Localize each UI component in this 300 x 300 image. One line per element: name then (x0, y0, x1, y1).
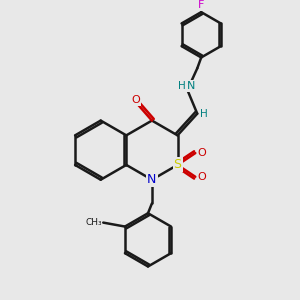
Text: S: S (173, 158, 181, 171)
Text: N: N (147, 173, 157, 186)
Text: N: N (187, 81, 196, 91)
Text: F: F (198, 0, 204, 10)
Text: O: O (198, 148, 207, 158)
Text: O: O (132, 95, 140, 105)
Text: O: O (198, 172, 207, 182)
Text: CH₃: CH₃ (85, 218, 102, 227)
Text: H: H (200, 109, 208, 119)
Text: H: H (178, 81, 185, 91)
